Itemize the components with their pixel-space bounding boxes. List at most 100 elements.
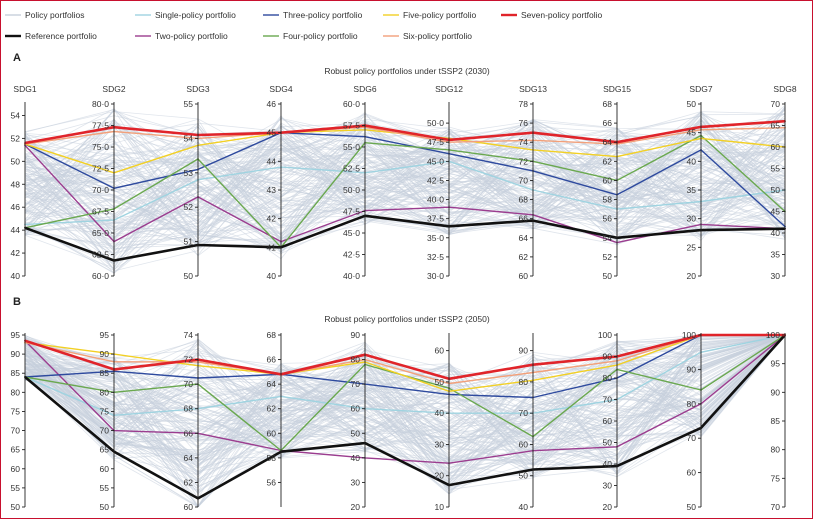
policy-portfolio-line xyxy=(24,122,786,239)
tick-label: 70 xyxy=(351,379,361,389)
tick-label: 75 xyxy=(771,473,781,483)
panel-b: B Robust policy portfolios under tSSP2 (2… xyxy=(11,296,786,512)
four-portfolio-line xyxy=(24,134,786,249)
tick-label: 10 xyxy=(435,502,445,512)
five-portfolio-line xyxy=(24,334,785,392)
tick-label: 40 xyxy=(687,156,697,166)
tick-label: 46 xyxy=(11,202,21,212)
policy-portfolio-line xyxy=(24,334,786,474)
tick-label: 51 xyxy=(184,237,194,247)
tick-label: 90 xyxy=(603,352,613,362)
axis-sdg7: SDG7 20 25 30 35 40 45 50 xyxy=(687,84,713,281)
policy-portfolio-line xyxy=(24,119,786,213)
tick-label: 60 xyxy=(11,464,21,474)
axis-name: SDG3 xyxy=(186,84,209,94)
legend-label: Six-policy portfolio xyxy=(403,31,472,41)
tick-label: 70 xyxy=(519,175,529,185)
policy-portfolio-line xyxy=(24,124,786,220)
tick-label: 85 xyxy=(11,368,21,378)
tick-label: 60·0 xyxy=(343,99,360,109)
tick-label: 46 xyxy=(267,99,277,109)
tick-label: 62 xyxy=(184,477,194,487)
two-portfolio-line xyxy=(24,334,786,464)
tick-label: 70 xyxy=(100,426,110,436)
policy-portfolio-line xyxy=(24,125,786,239)
tick-label: 65 xyxy=(771,121,781,131)
policy-portfolio-line xyxy=(24,132,786,241)
policy-portfolio-line xyxy=(24,130,786,240)
tick-label: 40 xyxy=(351,453,361,463)
tick-label: 55 xyxy=(771,164,781,174)
tick-label: 90 xyxy=(771,387,781,397)
policy-portfolio-cloud xyxy=(24,334,786,508)
seven-portfolio-line xyxy=(24,119,786,145)
tick-label: 30 xyxy=(351,477,361,487)
axis-sdg7: 50 60 70 80 90 100 xyxy=(682,330,702,512)
legend-label: Seven-policy portfolio xyxy=(521,10,603,20)
tick-label: 80 xyxy=(687,399,697,409)
tick-label: 80 xyxy=(771,445,781,455)
tick-label: 62 xyxy=(519,252,529,262)
tick-label: 56 xyxy=(603,214,613,224)
tick-label: 65 xyxy=(11,445,21,455)
tick-label: 60 xyxy=(351,404,361,414)
legend-label: Three-policy portfolio xyxy=(283,10,363,20)
legend-item-six: Six-policy portfolio xyxy=(383,31,472,41)
tick-label: 70 xyxy=(687,433,697,443)
policy-portfolio-line xyxy=(24,334,786,482)
policy-portfolio-line xyxy=(24,334,785,462)
tick-label: 30·0 xyxy=(427,271,444,281)
axis-sdg3: 60 62 64 66 68 70 72 74 xyxy=(184,330,199,512)
tick-label: 48 xyxy=(11,179,21,189)
policy-portfolio-line xyxy=(24,130,786,250)
tick-label: 50 xyxy=(603,438,613,448)
tick-label: 68 xyxy=(267,330,277,340)
tick-label: 64 xyxy=(519,233,529,243)
policy-portfolio-line xyxy=(24,334,786,443)
tick-label: 90 xyxy=(100,349,110,359)
policy-portfolio-line xyxy=(24,334,786,494)
tick-label: 60 xyxy=(267,428,277,438)
single-portfolio-line xyxy=(24,334,786,416)
tick-label: 40 xyxy=(435,408,445,418)
tick-label: 30 xyxy=(687,214,697,224)
policy-portfolio-line xyxy=(24,334,786,462)
tick-label: 30 xyxy=(771,271,781,281)
tick-label: 50 xyxy=(351,428,361,438)
tick-label: 60 xyxy=(435,346,445,356)
policy-portfolio-line xyxy=(24,142,786,231)
tick-label: 80 xyxy=(519,377,529,387)
tick-label: 65 xyxy=(100,445,110,455)
tick-label: 95 xyxy=(100,330,110,340)
tick-label: 85 xyxy=(771,416,781,426)
policy-portfolio-line xyxy=(24,334,786,470)
axis-name: SDG6 xyxy=(353,84,376,94)
policy-portfolio-line xyxy=(24,134,786,245)
tick-label: 50 xyxy=(11,156,21,166)
tick-label: 90 xyxy=(687,364,697,374)
axis-sdg4: 56 58 60 62 64 66 68 xyxy=(267,330,282,507)
axis-sdg2: 50 55 60 65 70 75 80 85 90 95 xyxy=(100,330,115,512)
axis-sdg13: SDG13 60 62 64 66 68 70 72 74 76 78 xyxy=(519,84,548,281)
axis-name: SDG13 xyxy=(519,84,547,94)
tick-label: 47·5 xyxy=(343,207,360,217)
legend-item-seven: Seven-policy portfolio xyxy=(501,10,603,20)
tick-label: 70 xyxy=(603,395,613,405)
policy-portfolio-line xyxy=(24,128,786,270)
panel-title: Robust policy portfolios under tSSP2 (20… xyxy=(324,314,490,324)
policy-portfolio-line xyxy=(24,147,786,232)
legend-item-two: Two-policy portfolio xyxy=(135,31,228,41)
tick-label: 40 xyxy=(267,271,277,281)
legend-label: Five-policy portfolio xyxy=(403,10,476,20)
tick-label: 54 xyxy=(184,133,194,143)
tick-label: 58 xyxy=(603,195,613,205)
policy-portfolio-line xyxy=(24,334,786,432)
tick-label: 41 xyxy=(267,242,277,252)
tick-label: 50 xyxy=(100,502,110,512)
tick-label: 42 xyxy=(267,214,277,224)
tick-label: 50 xyxy=(435,377,445,387)
tick-label: 45·0 xyxy=(343,228,360,238)
tick-label: 74 xyxy=(184,330,194,340)
legend-label: Policy portfolios xyxy=(25,10,85,20)
tick-label: 47·5 xyxy=(427,137,444,147)
